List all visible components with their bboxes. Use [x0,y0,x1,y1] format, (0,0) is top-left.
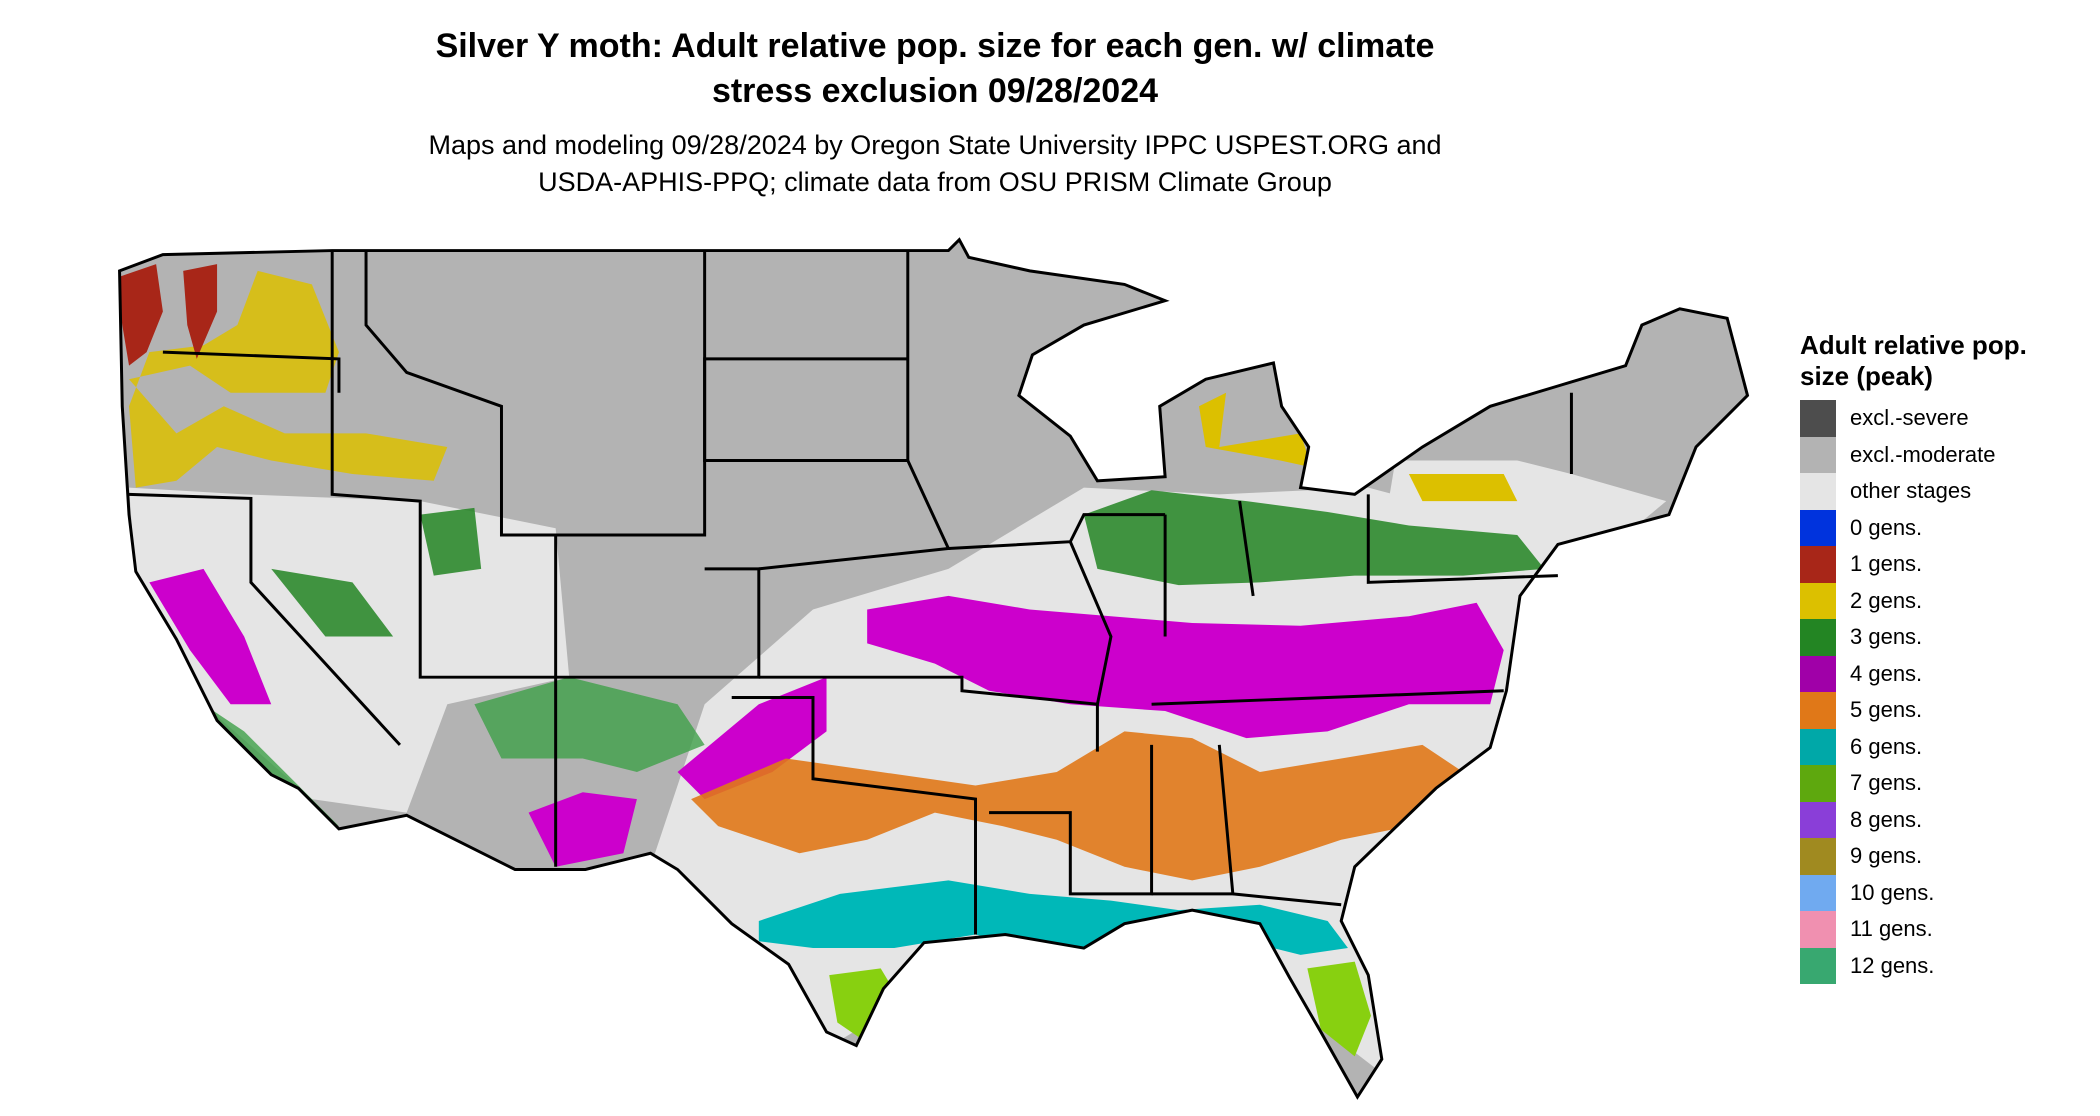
region-red-coast [119,264,218,366]
legend-item: 2 gens. [1800,582,2040,619]
legend-swatch [1800,947,1836,984]
legend-item: 1 gens. [1800,546,2040,583]
legend-item: 12 gens. [1800,947,2040,984]
legend-swatch [1800,655,1836,692]
legend-item: 5 gens. [1800,692,2040,729]
legend-swatch [1800,400,1836,437]
legend-swatch [1800,765,1836,802]
legend-item: 9 gens. [1800,838,2040,875]
legend-label: 8 gens. [1850,806,1923,832]
legend-swatch [1800,728,1836,765]
legend-item: 8 gens. [1800,801,2040,838]
subtitle-line-1: Maps and modeling 09/28/2024 by Oregon S… [428,130,1442,160]
legend-label: 4 gens. [1850,660,1923,686]
legend-label: excl.-moderate [1850,441,1996,467]
legend-swatch [1800,692,1836,729]
legend-swatch [1800,582,1836,619]
legend-label: 10 gens. [1850,879,1935,905]
map-title: Silver Y moth: Adult relative pop. size … [290,24,1580,114]
legend-label: 9 gens. [1850,843,1923,869]
legend-item: other stages [1800,473,2040,510]
region-green-midwest [271,490,1545,637]
legend-title: Adult relative pop. size (peak) [1800,330,2027,391]
legend-label: 3 gens. [1850,624,1923,650]
title-line-2: stress exclusion 09/28/2024 [711,72,1159,110]
legend-label: 7 gens. [1850,770,1923,796]
legend-label: excl.-severe [1850,405,1969,431]
legend-swatch [1800,509,1836,546]
region-lime-florida [1307,961,1371,1057]
legend-label: 0 gens. [1850,514,1923,540]
legend-swatch [1800,838,1836,875]
legend-swatch [1800,436,1836,473]
legend-label: 6 gens. [1850,733,1923,759]
legend: Adult relative pop. size (peak) excl.-se… [1800,330,2040,984]
legend-item: excl.-severe [1800,400,2040,437]
legend-swatch [1800,619,1836,656]
legend-swatch [1800,874,1836,911]
region-green-west [203,677,705,827]
region-yellow-mi [1198,392,1518,502]
legend-item: 4 gens. [1800,655,2040,692]
map-subtitle: Maps and modeling 09/28/2024 by Oregon S… [290,127,1580,201]
legend-swatch [1800,911,1836,948]
region-magenta-band [149,568,1504,867]
legend-item: excl.-moderate [1800,436,2040,473]
legend-item: 7 gens. [1800,765,2040,802]
subtitle-line-2: USDA-APHIS-PPQ; climate data from OSU PR… [538,167,1332,197]
legend-label: 12 gens. [1850,952,1935,978]
legend-item: 3 gens. [1800,619,2040,656]
legend-label: 2 gens. [1850,587,1923,613]
legend-label: 11 gens. [1850,916,1933,942]
region-yellow-nw [129,270,448,488]
legend-label: other stages [1850,478,1972,504]
legend-label: 1 gens. [1850,551,1923,577]
title-line-1: Silver Y moth: Adult relative pop. size … [435,27,1435,65]
legend-item: 0 gens. [1800,509,2040,546]
legend-swatch [1800,801,1836,838]
legend-items: excl.-severe excl.-moderate other stages 0 … [1800,400,2040,984]
legend-item: 10 gens. [1800,874,2040,911]
legend-swatch [1800,473,1836,510]
legend-swatch [1800,546,1836,583]
state-borders [118,238,1749,1099]
legend-item: 11 gens. [1800,911,2040,948]
legend-item: 6 gens. [1800,728,2040,765]
legend-label: 5 gens. [1850,697,1923,723]
